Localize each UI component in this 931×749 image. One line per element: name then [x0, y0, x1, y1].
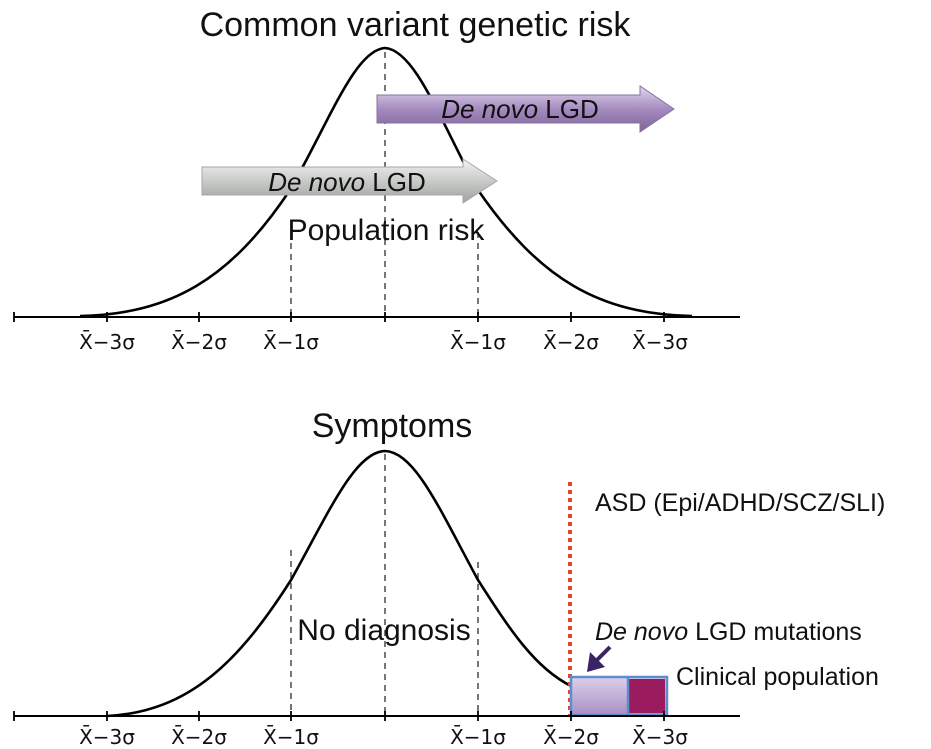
top-tick-label: X̄−2σ — [543, 329, 599, 354]
top-tick-label: X̄−3σ — [79, 329, 135, 354]
bottom-tick-label: X̄−3σ — [632, 724, 688, 749]
threshold-label: ASD (Epi/ADHD/SCZ/SLI) — [595, 489, 885, 517]
gray-arrow-label-em: De novo — [268, 167, 365, 197]
mutations-label: De novo LGD mutations — [595, 618, 862, 646]
gray-arrow-label: De novo LGD — [268, 167, 426, 197]
top-panel: Common variant genetic risk De novo LGD … — [13, 6, 740, 354]
pointer-arrow-shaft — [594, 645, 612, 663]
top-purple-arrow: De novo LGD — [376, 85, 675, 133]
bottom-tick-label: X̄−1σ — [450, 724, 506, 749]
mutations-label-em: De novo — [595, 618, 688, 646]
bottom-title: Symptoms — [312, 407, 473, 445]
top-title: Common variant genetic risk — [200, 6, 632, 44]
purple-arrow-label-em: De novo — [441, 94, 538, 124]
bottom-tick-label: X̄−3σ — [79, 724, 135, 749]
pointer-arrow — [587, 645, 612, 672]
clinical-population-box — [569, 675, 669, 717]
top-bell-curve — [79, 46, 693, 318]
bottom-panel: Symptoms ASD (Epi/ADHD/SCZ/SLI) No diagn… — [13, 407, 885, 749]
bottom-curve-label: No diagnosis — [297, 614, 470, 647]
purple-arrow-label: De novo LGD — [441, 94, 599, 124]
bottom-axis-ticks — [13, 711, 665, 721]
bottom-tick-label: X̄−2σ — [171, 724, 227, 749]
bottom-tick-label: X̄−2σ — [543, 724, 599, 749]
gray-arrow-shape — [201, 158, 498, 204]
top-curve-label: Population risk — [288, 214, 486, 247]
purple-arrow-shape — [376, 85, 675, 133]
gray-arrow-label-rest: LGD — [365, 167, 426, 197]
top-tick-label: X̄−3σ — [632, 329, 688, 354]
pointer-arrow-head — [587, 652, 605, 672]
top-axis-ticks — [13, 312, 665, 322]
top-gray-arrow: De novo LGD — [201, 158, 498, 204]
bottom-bell-curve — [106, 449, 572, 718]
top-axis: X̄−3σ X̄−2σ X̄−1σ X̄−1σ X̄−2σ X̄−3σ — [13, 312, 740, 354]
bottom-tick-label: X̄−1σ — [263, 724, 319, 749]
bottom-axis: X̄−3σ X̄−2σ X̄−1σ X̄−1σ X̄−2σ X̄−3σ — [13, 711, 740, 749]
bottom-sd-guides — [290, 454, 479, 714]
top-tick-label: X̄−2σ — [171, 329, 227, 354]
clinical-label: Clinical population — [676, 663, 879, 691]
top-tick-label: X̄−1σ — [450, 329, 506, 354]
mutations-label-rest: LGD mutations — [688, 618, 862, 646]
clinical-box-dark — [629, 679, 665, 713]
purple-arrow-label-rest: LGD — [538, 94, 599, 124]
top-tick-label: X̄−1σ — [263, 329, 319, 354]
